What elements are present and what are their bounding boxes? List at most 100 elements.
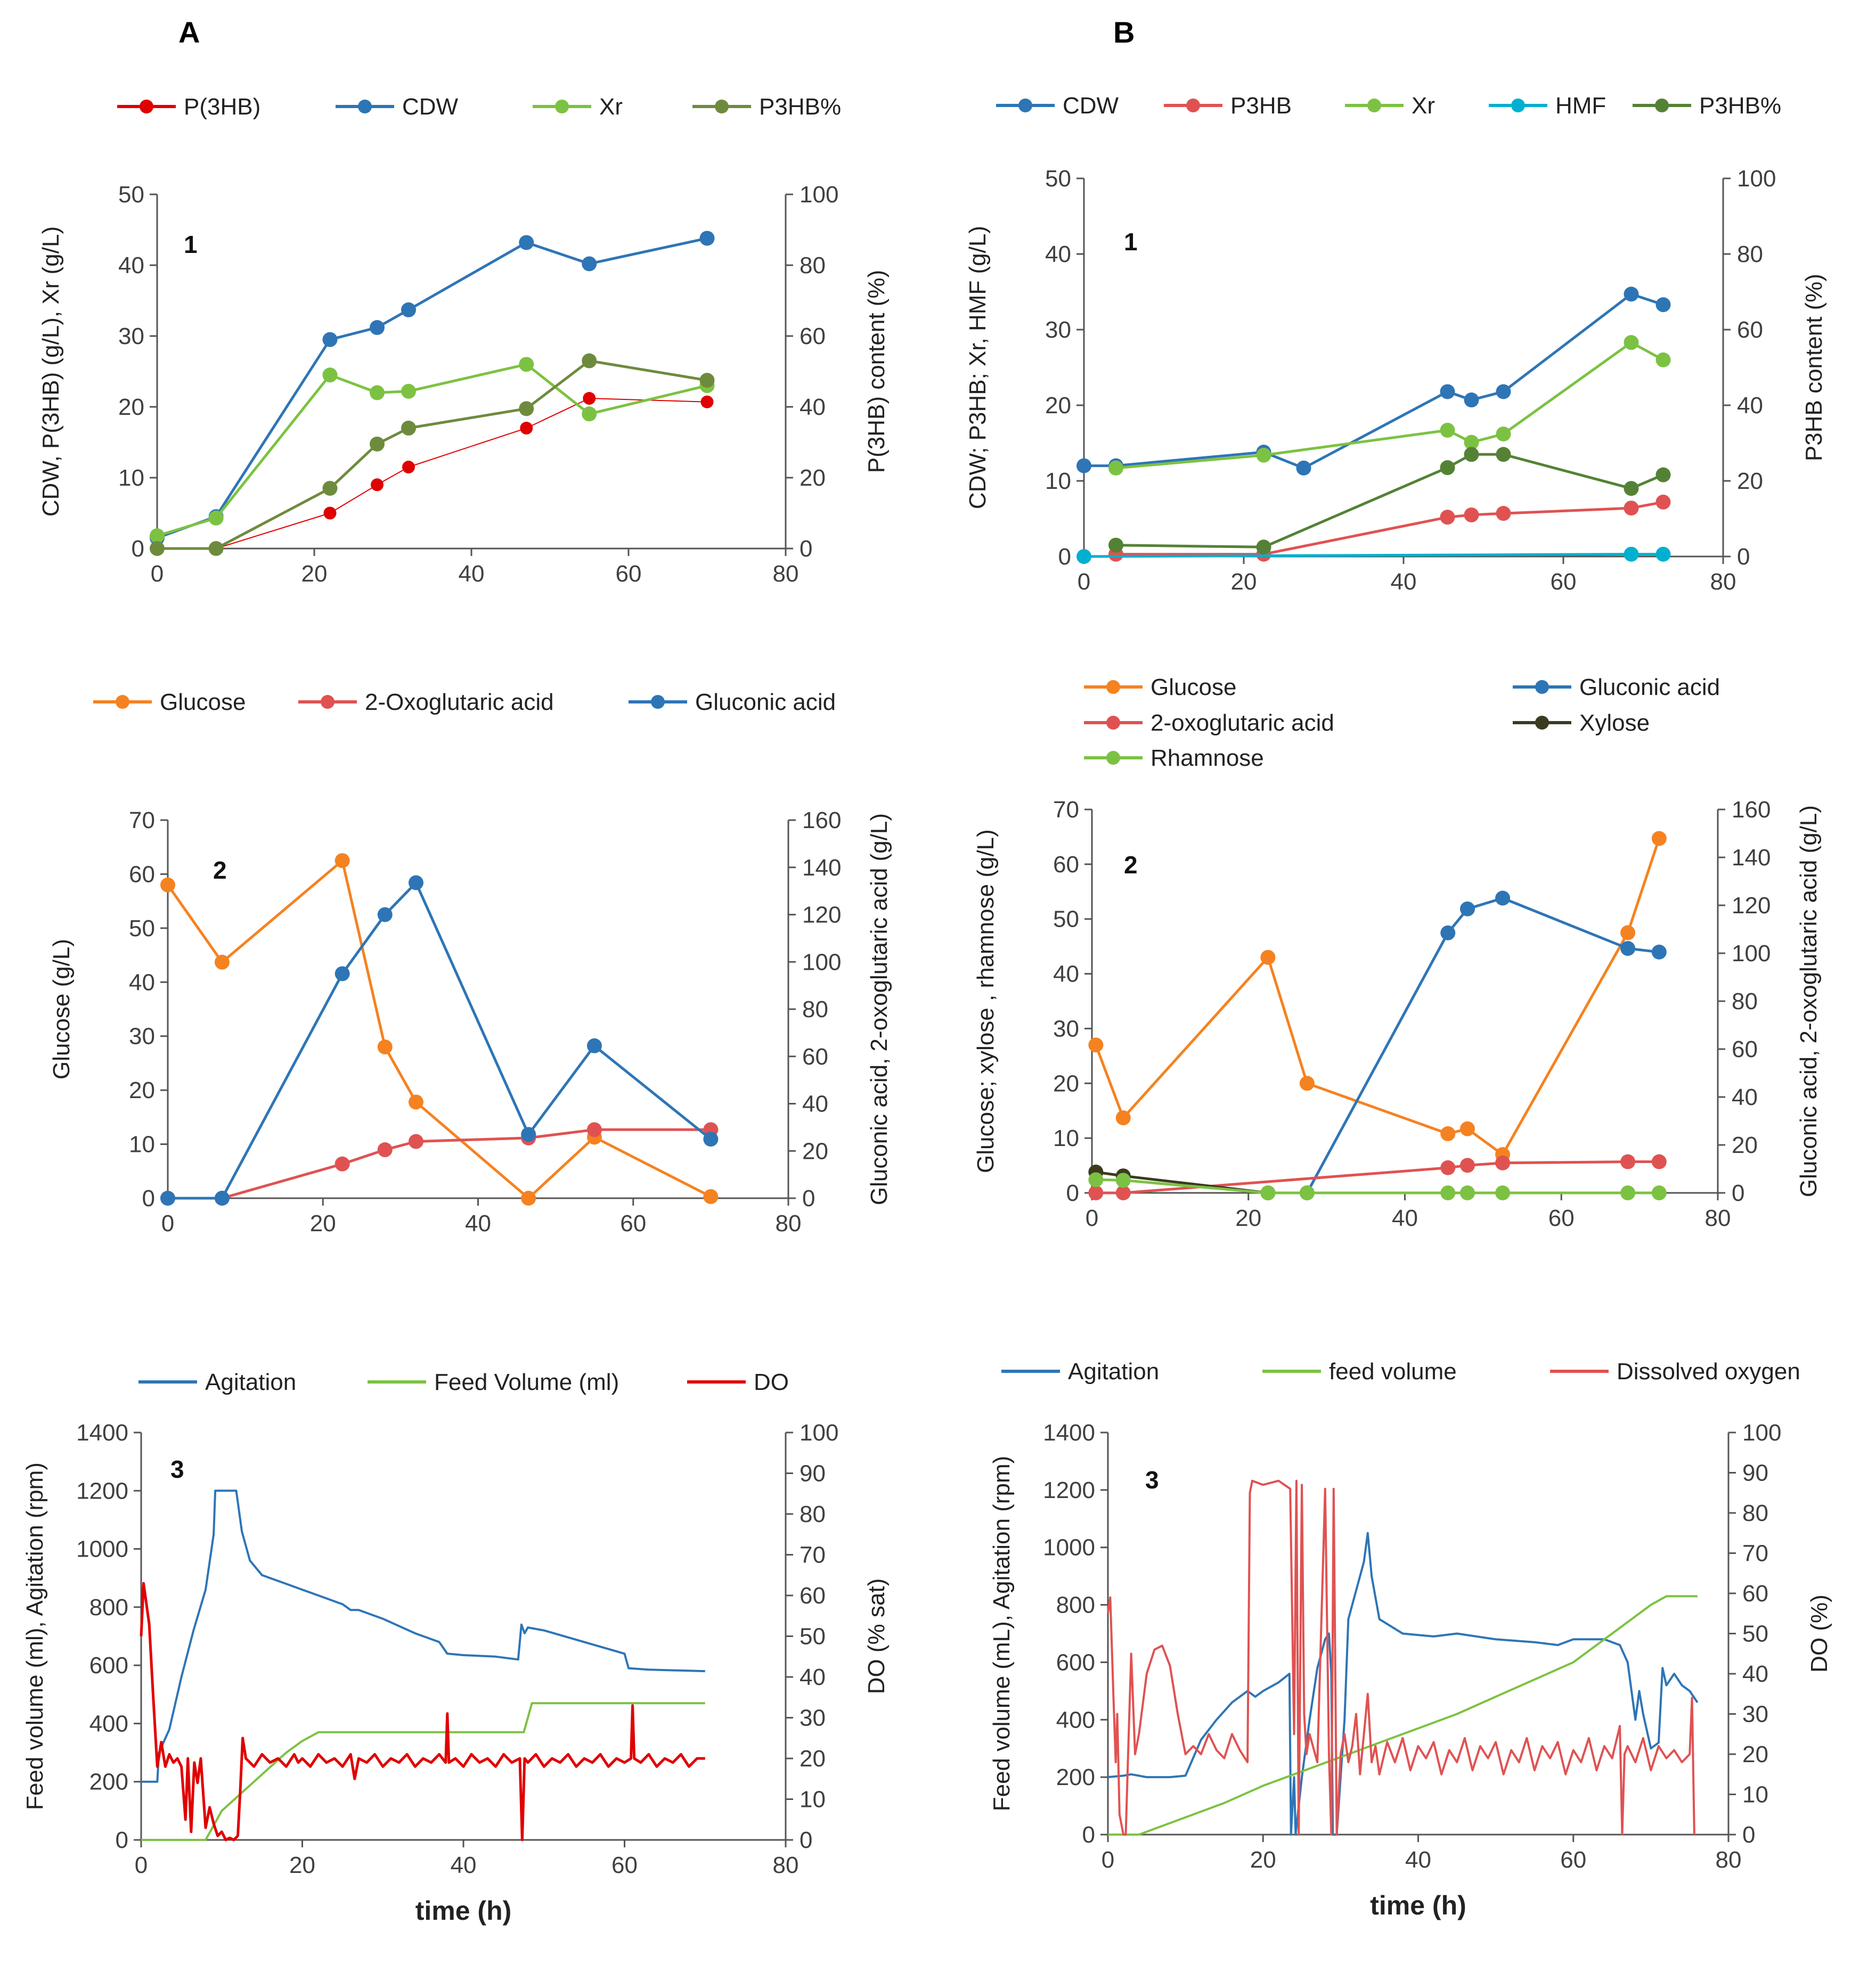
data-point xyxy=(402,461,415,474)
series-line xyxy=(157,237,708,539)
y-tick-label-left: 30 xyxy=(1053,1016,1079,1042)
data-point xyxy=(1460,1121,1475,1136)
panel-label-b: B xyxy=(1113,15,1135,49)
data-point xyxy=(214,1191,230,1206)
y-tick-label-left: 10 xyxy=(1053,1125,1079,1151)
data-point xyxy=(1624,335,1639,350)
y-axis-title-right: P3HB content (%) xyxy=(1801,274,1827,461)
legend-marker xyxy=(321,695,335,709)
y-tick-label-left: 800 xyxy=(1056,1592,1095,1618)
data-point xyxy=(1460,901,1475,916)
y-tick-label-left: 60 xyxy=(129,861,155,887)
y-tick-label-right: 40 xyxy=(800,1664,826,1690)
y-tick-label-left: 20 xyxy=(1053,1070,1079,1096)
data-point xyxy=(160,1191,175,1206)
legend-marker xyxy=(1511,99,1525,112)
legend-label: P3HB% xyxy=(759,94,841,120)
y-tick-label-left: 40 xyxy=(129,969,155,995)
legend: CDW P3HB Xr HMF P3HB% xyxy=(996,93,1781,119)
y-tick-label-right: 40 xyxy=(800,394,826,420)
y-tick-label-right: 60 xyxy=(800,1583,826,1609)
y-tick-label-left: 1400 xyxy=(76,1420,128,1446)
legend-marker xyxy=(651,695,665,709)
data-point xyxy=(1076,458,1091,473)
y-tick-label-left: 70 xyxy=(1053,797,1079,823)
chart-number: 1 xyxy=(1124,228,1138,256)
legend-label: Gluconic acid xyxy=(695,689,836,715)
legend-label: Glucose xyxy=(1151,674,1236,700)
data-point xyxy=(1260,950,1276,965)
chart-number: 3 xyxy=(1145,1466,1159,1494)
y-tick-label-right: 60 xyxy=(802,1044,828,1070)
y-tick-label-left: 800 xyxy=(89,1594,128,1621)
legend-marker xyxy=(358,100,372,113)
y-tick-label-right: 60 xyxy=(1732,1036,1758,1062)
x-tick-label: 20 xyxy=(1250,1847,1276,1873)
y-tick-label-left: 0 xyxy=(1082,1822,1095,1848)
data-point xyxy=(1496,506,1511,521)
data-point xyxy=(1655,467,1671,482)
y-tick-label-right: 40 xyxy=(1742,1661,1768,1687)
legend-marker xyxy=(715,100,729,113)
data-point xyxy=(409,1134,423,1149)
series-line xyxy=(166,859,712,1200)
y-tick-label-left: 1400 xyxy=(1043,1420,1095,1446)
legend-label: Xylose xyxy=(1579,710,1650,736)
legend-marker xyxy=(555,100,569,113)
data-point xyxy=(1440,460,1455,476)
data-point xyxy=(586,1122,602,1138)
data-point xyxy=(1464,435,1479,450)
data-point xyxy=(322,367,338,383)
y-tick-label-left: 1000 xyxy=(76,1536,128,1562)
series-glucose xyxy=(1088,831,1667,1162)
data-point xyxy=(700,395,714,408)
y-tick-label-right: 20 xyxy=(800,1746,826,1772)
series-line xyxy=(1094,838,1661,1156)
x-tick-label: 40 xyxy=(1391,569,1417,595)
chart-number: 1 xyxy=(184,231,198,258)
series-gluconic-acid xyxy=(1299,890,1667,1200)
chart-panel-a-3: 0 20 40 60 800200400600800100012001400010203… xyxy=(22,1369,890,1926)
y-tick-label-right: 90 xyxy=(1742,1460,1768,1486)
y-axis-title-right: Gluconic acid, 2-oxoglutaric acid (g/L) xyxy=(1796,805,1822,1197)
y-tick-label-left: 50 xyxy=(1053,906,1079,932)
data-point xyxy=(214,954,230,970)
y-tick-label-left: 50 xyxy=(129,915,155,942)
y-tick-label-left: 10 xyxy=(129,1132,155,1158)
y-tick-label-right: 30 xyxy=(800,1705,826,1731)
series-2-oxoglutaric-acid xyxy=(1088,1154,1667,1200)
y-axis-title-left: Feed volume (mL), Agitation (rpm) xyxy=(989,1456,1015,1812)
data-point xyxy=(520,421,533,435)
y-tick-label-right: 10 xyxy=(1742,1782,1768,1808)
y-tick-label-right: 20 xyxy=(800,465,826,491)
y-tick-label-left: 1200 xyxy=(1043,1477,1095,1503)
data-point xyxy=(335,966,350,981)
y-tick-label-right: 60 xyxy=(800,323,826,349)
series-line xyxy=(1107,1532,1699,1836)
data-point xyxy=(208,541,224,556)
data-point xyxy=(1440,1185,1456,1200)
y-axis-title-left: Glucose (g/L) xyxy=(48,939,75,1079)
x-tick-label: 0 xyxy=(1078,569,1090,595)
legend-marker xyxy=(1367,99,1381,112)
series-line xyxy=(168,1128,711,1200)
y-tick-label-right: 60 xyxy=(1737,317,1763,343)
y-axis-title-left: CDW, P(3HB) (g/L), Xr (g/L) xyxy=(38,226,64,517)
data-point xyxy=(1655,352,1671,367)
data-point xyxy=(521,1191,536,1206)
data-point xyxy=(1495,1185,1511,1200)
x-tick-label: 80 xyxy=(1710,569,1736,595)
data-point xyxy=(1624,501,1639,516)
data-point xyxy=(519,401,534,416)
data-point xyxy=(208,510,224,526)
y-tick-label-right: 20 xyxy=(1732,1132,1758,1158)
legend-label: Gluconic acid xyxy=(1579,674,1720,700)
x-tick-label: 80 xyxy=(773,561,799,587)
data-point xyxy=(1299,1076,1315,1091)
y-tick-label-right: 160 xyxy=(1732,797,1771,823)
data-point xyxy=(1440,384,1455,399)
x-tick-label: 40 xyxy=(451,1852,477,1878)
y-tick-label-right: 100 xyxy=(1742,1420,1781,1446)
data-point xyxy=(377,907,393,922)
